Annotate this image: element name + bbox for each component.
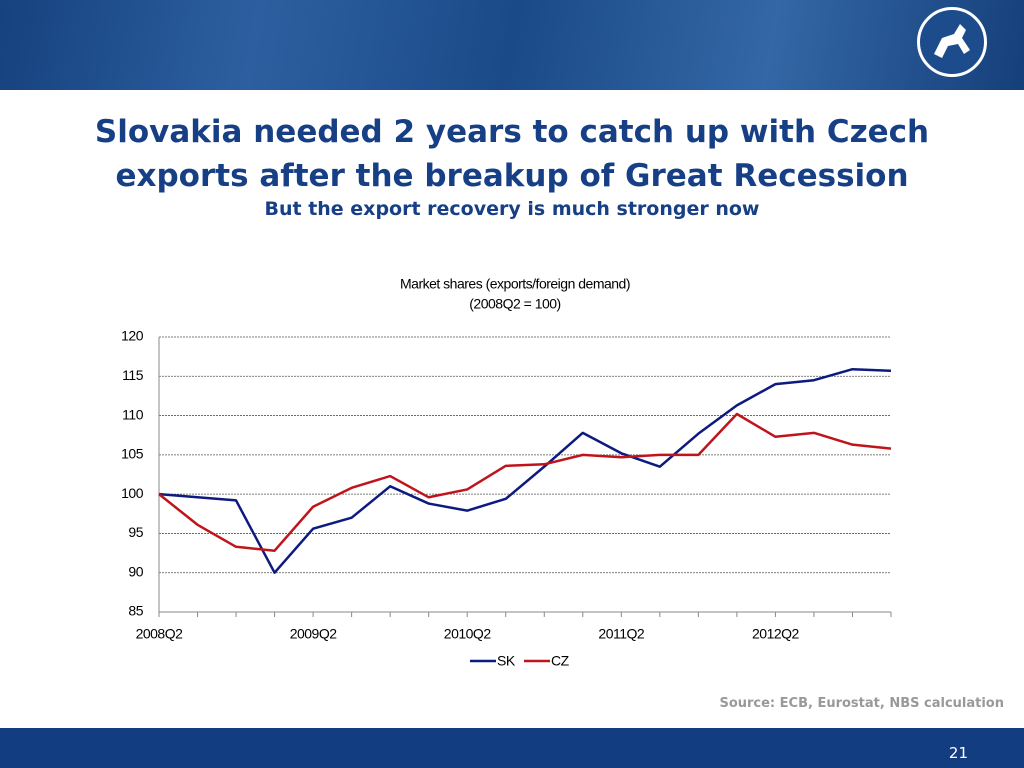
x-tick-label: 2008Q2: [136, 626, 184, 642]
slide-subtitle: But the export recovery is much stronger…: [264, 198, 760, 220]
x-tick-label: 2012Q2: [752, 626, 800, 642]
chart-title: Market shares (exports/foreign demand): [400, 276, 630, 292]
legend-label: CZ: [551, 653, 570, 669]
x-tick-label: 2009Q2: [290, 626, 338, 642]
logo-icon: [934, 24, 970, 58]
y-tick-label: 120: [121, 328, 144, 344]
y-tick-label: 110: [122, 406, 144, 422]
x-tick-label: 2010Q2: [444, 626, 492, 642]
y-tick-label: 100: [121, 485, 144, 501]
logo: [917, 7, 987, 77]
footer-bar: [0, 728, 1024, 768]
y-tick-label: 95: [128, 524, 143, 540]
slide-title: Slovakia needed 2 years to catch up with…: [94, 114, 930, 194]
series-line: [158, 412, 892, 552]
page-number: 21: [948, 744, 968, 762]
chart-subtitle: (2008Q2 = 100): [469, 296, 560, 312]
legend-label: SK: [497, 653, 516, 669]
y-tick-label: 115: [122, 367, 144, 383]
series-line: [158, 367, 892, 574]
header-banner: [0, 0, 1024, 90]
y-tick-label: 90: [128, 563, 143, 579]
x-tick-label: 2011Q2: [598, 626, 644, 642]
y-tick-label: 85: [128, 603, 143, 619]
source-note: Source: ECB, Eurostat, NBS calculation: [719, 696, 1004, 711]
y-tick-label: 105: [121, 446, 144, 462]
chart: Market shares (exports/foreign demand) (…: [121, 276, 892, 669]
